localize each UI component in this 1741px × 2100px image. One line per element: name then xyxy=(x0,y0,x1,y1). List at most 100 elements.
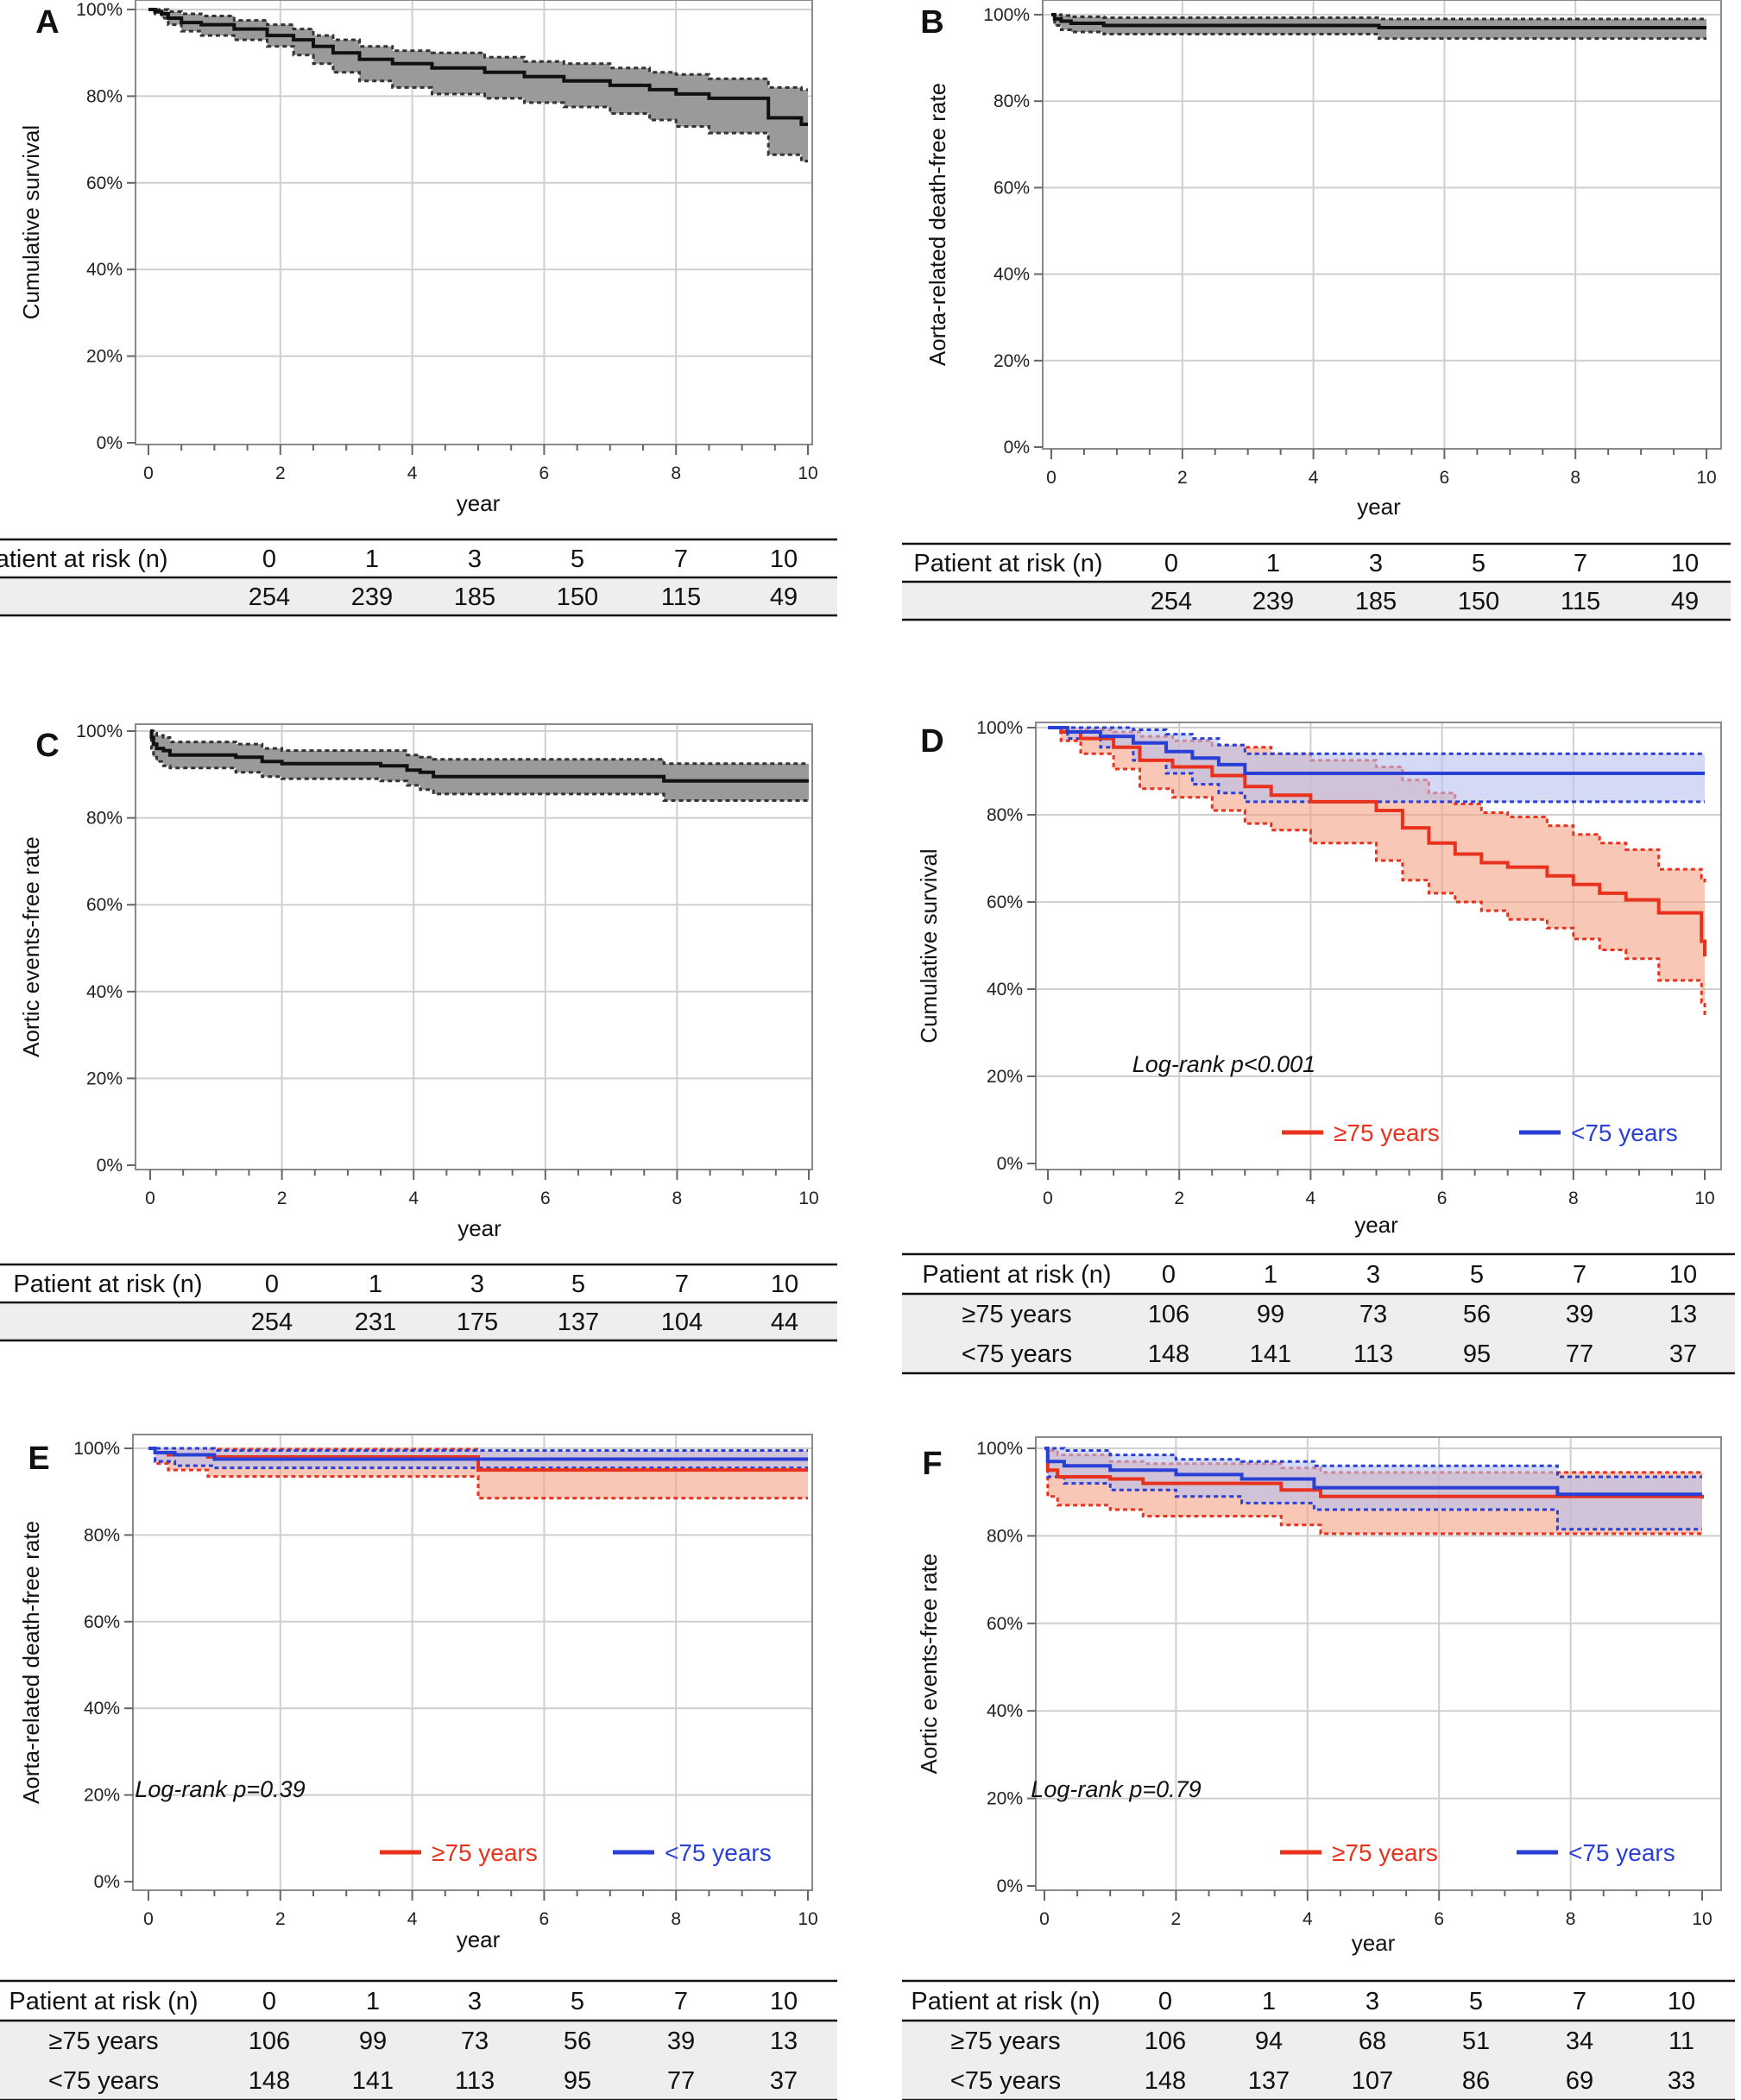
logrank-annotation: Log-rank p<0.001 xyxy=(1132,1051,1315,1077)
y-tick-label: 40% xyxy=(987,980,1023,1000)
table-cell: 115 xyxy=(1561,588,1600,615)
x-axis-label: year xyxy=(457,1927,501,1952)
at-risk-table: Patient at risk (n) 0 1 3 5 7 10 254 239 185 150 11… xyxy=(0,538,837,617)
table-time-header: 7 xyxy=(1573,1261,1586,1289)
table-body-bg xyxy=(902,2021,1735,2100)
table-time-header: 10 xyxy=(770,1988,798,2015)
table-time-header: 1 xyxy=(365,545,379,573)
y-tick-label: 100% xyxy=(976,1439,1023,1459)
x-tick-label: 6 xyxy=(1440,468,1450,488)
y-axis-label: Aortic events-free rate xyxy=(916,1554,942,1775)
x-tick-label: 2 xyxy=(1177,468,1188,488)
table-time-header: 5 xyxy=(571,1271,585,1298)
plot-frame xyxy=(1035,722,1722,1170)
y-axis-label: Aorta-related death-free rate xyxy=(924,83,950,366)
y-tick-label: 60% xyxy=(987,892,1023,912)
y-tick-label: 20% xyxy=(86,1069,123,1088)
table-cell: 231 xyxy=(355,1309,396,1336)
ci-lower-line xyxy=(148,8,808,163)
y-tick-label: 80% xyxy=(987,1526,1023,1546)
table-row-label: <75 years xyxy=(962,1340,1072,1368)
y-tick-label: 20% xyxy=(994,351,1030,371)
gridlines xyxy=(136,724,812,1170)
table-cell: 106 xyxy=(1148,1301,1189,1328)
at-risk-table: Patient at risk (n) 0 1 3 5 7 10≥75 years 106 99… xyxy=(902,1252,1735,1375)
table-time-header: 10 xyxy=(770,545,798,573)
y-tick-label: 100% xyxy=(76,722,123,741)
table-header-label: Patient at risk (n) xyxy=(9,1988,198,2015)
x-tick-label: 4 xyxy=(1306,1189,1316,1208)
y-tick-label: 20% xyxy=(987,1789,1023,1809)
table-cell: 115 xyxy=(661,583,701,611)
panel-b: B0%20%40%60%80%100%0 2 4 6 8 10yearAorta-rela… xyxy=(902,0,1731,621)
x-tick-label: 0 xyxy=(143,464,154,483)
ci-upper-line xyxy=(1051,13,1706,21)
table-cell: 107 xyxy=(1352,2067,1393,2095)
legend-label: ≥75 years xyxy=(432,1839,538,1866)
y-tick-label: 40% xyxy=(994,265,1030,285)
x-tick-label: 2 xyxy=(275,1909,286,1929)
table-cell: 254 xyxy=(251,1309,293,1336)
table-header-label: Patient at risk (n) xyxy=(911,1988,1100,2015)
table-cell: 99 xyxy=(359,2027,387,2055)
km-curve-series-1 xyxy=(148,8,808,126)
x-axis-label: year xyxy=(457,1215,501,1241)
table-cell: 86 xyxy=(1462,2067,1490,2095)
table-cell: 39 xyxy=(667,2027,695,2055)
table-time-header: 1 xyxy=(369,1271,382,1298)
y-tick-label: 0% xyxy=(97,1156,123,1176)
table-cell: 13 xyxy=(1669,1301,1697,1328)
x-axis-label: year xyxy=(1354,1212,1398,1238)
ci-band-series-1 xyxy=(148,9,808,161)
table-row-label: ≥75 years xyxy=(962,1301,1071,1328)
y-axis-label: Cumulative survival xyxy=(18,125,44,319)
table-cell: 113 xyxy=(1353,1340,1393,1368)
y-tick-label: 40% xyxy=(86,260,123,280)
table-body-bg xyxy=(0,1302,837,1340)
table-cell: 69 xyxy=(1566,2067,1593,2095)
x-tick-label: 10 xyxy=(1694,1189,1714,1208)
x-tick-label: 10 xyxy=(798,464,817,483)
ci-band-series-1 xyxy=(150,731,809,801)
y-tick-label: 60% xyxy=(86,173,123,193)
x-tick-label: 8 xyxy=(1566,1909,1576,1929)
table-cell: 185 xyxy=(454,583,495,611)
x-tick-label: 0 xyxy=(1043,1189,1053,1208)
y-axis-label: Aortic events-free rate xyxy=(18,836,44,1057)
table-time-header: 5 xyxy=(1469,1988,1483,2015)
table-cell: 254 xyxy=(1151,588,1192,615)
panel-letter: C xyxy=(35,728,59,764)
logrank-annotation: Log-rank p=0.79 xyxy=(1031,1776,1201,1802)
y-tick-label: 40% xyxy=(86,982,123,1002)
km-curve-series-2 xyxy=(1048,726,1705,775)
plot-frame xyxy=(1042,0,1722,450)
table-cell: 106 xyxy=(1145,2027,1186,2055)
y-tick-label: 80% xyxy=(994,91,1030,111)
logrank-annotation: Log-rank p=0.39 xyxy=(135,1776,305,1802)
table-cell: 104 xyxy=(661,1309,703,1336)
table-header-label: Patient at risk (n) xyxy=(13,1271,202,1298)
table-cell: 95 xyxy=(564,2067,591,2095)
legend-label: <75 years xyxy=(665,1839,772,1866)
x-tick-label: 0 xyxy=(143,1909,154,1929)
table-row-label: <75 years xyxy=(48,2067,159,2095)
table-cell: 148 xyxy=(249,2067,290,2095)
table-cell: 37 xyxy=(770,2067,798,2095)
x-tick-label: 0 xyxy=(1039,1909,1050,1929)
table-cell: 175 xyxy=(457,1309,498,1336)
table-time-header: 0 xyxy=(1158,1988,1172,2015)
y-tick-label: 40% xyxy=(987,1701,1023,1721)
table-cell: 148 xyxy=(1148,1340,1189,1368)
at-risk-table: Patient at risk (n) 0 1 3 5 7 10 ≥75 years 106 94… xyxy=(902,1979,1735,2100)
table-cell: 37 xyxy=(1669,1340,1697,1368)
x-tick-label: 2 xyxy=(277,1189,287,1208)
legend-label: <75 years xyxy=(1568,1839,1675,1866)
x-tick-label: 10 xyxy=(1696,468,1716,488)
table-time-header: 10 xyxy=(771,1271,798,1298)
table-cell: 239 xyxy=(351,583,393,611)
y-tick-label: 20% xyxy=(987,1067,1023,1087)
km-curve-series-2 xyxy=(148,1447,808,1461)
x-tick-label: 8 xyxy=(671,1909,681,1929)
y-tick-label: 0% xyxy=(997,1154,1023,1174)
